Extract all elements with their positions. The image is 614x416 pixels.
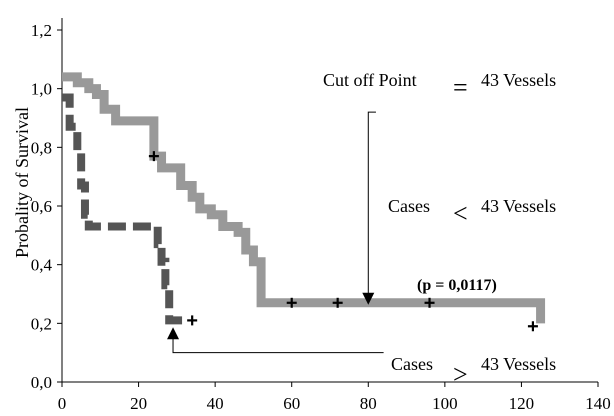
censor-marks [148, 151, 538, 332]
arrow-head-up [167, 327, 180, 340]
arrow-line [367, 111, 376, 303]
y-tick-label: 0,2 [31, 314, 52, 333]
series-line [62, 93, 185, 325]
arrow-line [172, 329, 384, 354]
x-ticks: 0 20 40 60 80 100 120 140 [58, 382, 611, 413]
y-axis-title: Probality of Survival [12, 107, 32, 258]
y-tick-label: 0,0 [31, 373, 52, 392]
x-tick-label: 0 [58, 394, 67, 413]
x-tick-label: 60 [283, 394, 300, 413]
censor-mark [332, 297, 343, 308]
y-ticks: 0,0 0,2 0,4 0,6 0,8 1,0 1,2 [31, 21, 62, 392]
x-tick-label: 100 [432, 394, 458, 413]
series-line [62, 72, 546, 324]
y-tick-label: 0,8 [31, 138, 52, 157]
censor-mark [424, 297, 435, 308]
cases-greater-value: 43 Vessels [481, 354, 556, 374]
censor-mark [286, 297, 297, 308]
cases-less-sym: < [453, 199, 468, 228]
y-tick-label: 0,6 [31, 197, 52, 216]
x-tick-label: 80 [360, 394, 377, 413]
cut-off-value: 43 Vessels [481, 70, 556, 90]
x-tick-label: 40 [207, 394, 224, 413]
censor-mark [148, 151, 159, 162]
censor-mark [187, 315, 198, 326]
y-tick-label: 1,2 [31, 21, 52, 40]
cut-off-eq: = [453, 73, 468, 102]
y-tick-label: 0,4 [31, 256, 53, 275]
cut-off-label: Cut off Point [323, 70, 417, 90]
series-layer [62, 72, 546, 325]
x-tick-label: 140 [585, 394, 611, 413]
cases-greater-sym: > [453, 360, 468, 389]
cases-less-label: Cases [388, 196, 430, 216]
x-tick-label: 20 [130, 394, 147, 413]
x-tick-label: 120 [509, 394, 535, 413]
cases-greater-label: Cases [391, 354, 433, 374]
p-value-label: (p = 0,0117) [417, 277, 497, 294]
censor-mark [527, 321, 538, 332]
arrows [167, 111, 384, 354]
arrow-head-down [362, 292, 375, 305]
y-tick-label: 1,0 [31, 80, 52, 99]
cases-less-value: 43 Vessels [481, 196, 556, 216]
